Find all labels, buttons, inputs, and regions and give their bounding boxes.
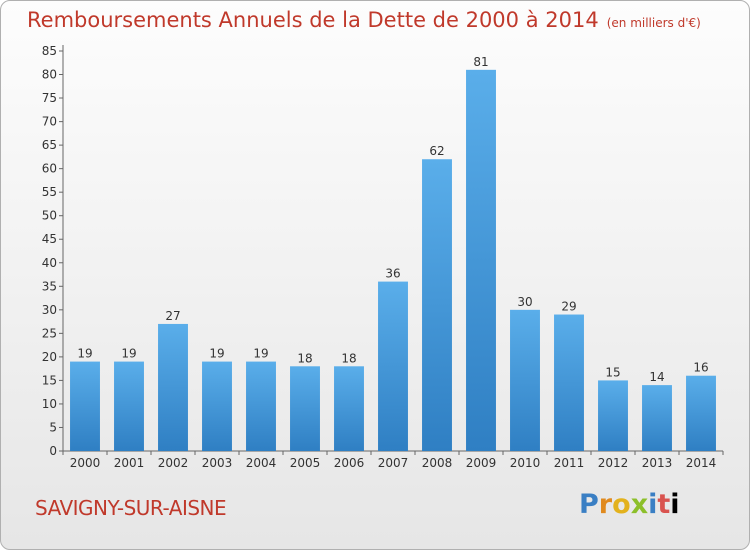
y-tick-label: 55 [42, 185, 57, 199]
bar-value-label: 14 [649, 370, 664, 384]
bar [554, 314, 584, 451]
y-tick-label: 20 [42, 350, 57, 364]
chart-unit: (en milliers d'€) [606, 16, 701, 30]
x-tick-label: 2007 [378, 456, 409, 470]
y-tick-label: 60 [42, 162, 57, 176]
x-tick-label: 2000 [70, 456, 101, 470]
x-tick-label: 2011 [554, 456, 585, 470]
x-tick-label: 2005 [290, 456, 321, 470]
y-tick-label: 80 [42, 68, 57, 82]
x-tick-label: 2001 [114, 456, 145, 470]
bar-value-label: 19 [253, 347, 268, 361]
bar [422, 159, 452, 451]
y-tick-label: 40 [42, 256, 57, 270]
logo-letter: i [670, 489, 680, 520]
bar-value-label: 19 [209, 347, 224, 361]
y-tick-label: 85 [42, 44, 57, 58]
x-tick-label: 2014 [686, 456, 717, 470]
bar [334, 366, 364, 451]
bar-value-label: 29 [561, 300, 576, 314]
bar [114, 361, 144, 451]
y-tick-label: 50 [42, 209, 57, 223]
logo-letter: t [657, 489, 671, 520]
logo-letter: o [612, 489, 631, 520]
commune-name: SAVIGNY-SUR-AISNE [35, 496, 227, 520]
bar-value-label: 19 [77, 347, 92, 361]
x-tick-label: 2008 [422, 456, 453, 470]
bar [290, 366, 320, 451]
logo-letter: r [598, 489, 613, 520]
bar [686, 375, 716, 451]
bar [202, 361, 232, 451]
bar-value-label: 18 [297, 351, 312, 365]
y-tick-label: 25 [42, 326, 57, 340]
x-tick-label: 2004 [246, 456, 277, 470]
y-tick-label: 75 [42, 91, 57, 105]
y-tick-label: 15 [42, 373, 57, 387]
y-tick-label: 0 [49, 444, 57, 458]
x-tick-label: 2010 [510, 456, 541, 470]
bar [598, 380, 628, 451]
bar [70, 361, 100, 451]
bar-value-label: 81 [473, 55, 488, 69]
bar [158, 323, 188, 451]
x-tick-label: 2006 [334, 456, 365, 470]
bar-value-label: 27 [165, 309, 180, 323]
x-tick-label: 2009 [466, 456, 497, 470]
bar [510, 309, 540, 451]
x-tick-label: 2013 [642, 456, 673, 470]
bar [466, 69, 496, 451]
chart-title-text: Remboursements Annuels de la Dette de 20… [27, 8, 599, 32]
y-tick-label: 35 [42, 279, 57, 293]
chart-data-labels: 19 19 27 19 19 18 18 36 62 81 30 29 15 14 16 [77, 55, 708, 384]
y-tick-label: 70 [42, 115, 57, 129]
bar-value-label: 15 [605, 365, 620, 379]
bar [642, 385, 672, 451]
bar [246, 361, 276, 451]
x-tick-label: 2002 [158, 456, 189, 470]
logo-letter: i [648, 489, 658, 520]
x-tick-label: 2003 [202, 456, 233, 470]
bar-value-label: 30 [517, 295, 532, 309]
y-tick-label: 45 [42, 232, 57, 246]
chart-bars [70, 69, 716, 451]
y-tick-label: 5 [49, 420, 57, 434]
chart-title: Remboursements Annuels de la Dette de 20… [27, 8, 701, 32]
bar-value-label: 62 [429, 144, 444, 158]
logo-letter: x [630, 489, 649, 520]
logo-letter: P [579, 489, 599, 520]
bar-value-label: 19 [121, 347, 136, 361]
bar-value-label: 16 [693, 361, 708, 375]
bar [378, 281, 408, 451]
bar-value-label: 18 [341, 351, 356, 365]
y-tick-label: 65 [42, 138, 57, 152]
bar-value-label: 36 [385, 267, 400, 281]
y-tick-label: 10 [42, 397, 57, 411]
x-tick-label: 2012 [598, 456, 629, 470]
y-tick-label: 30 [42, 303, 57, 317]
proxiti-logo: Proxiti [579, 489, 680, 520]
chart-axes: 0 5 10 15 20 25 30 35 40 45 50 55 60 65 70 75 80 85 2000 20… [42, 44, 724, 470]
